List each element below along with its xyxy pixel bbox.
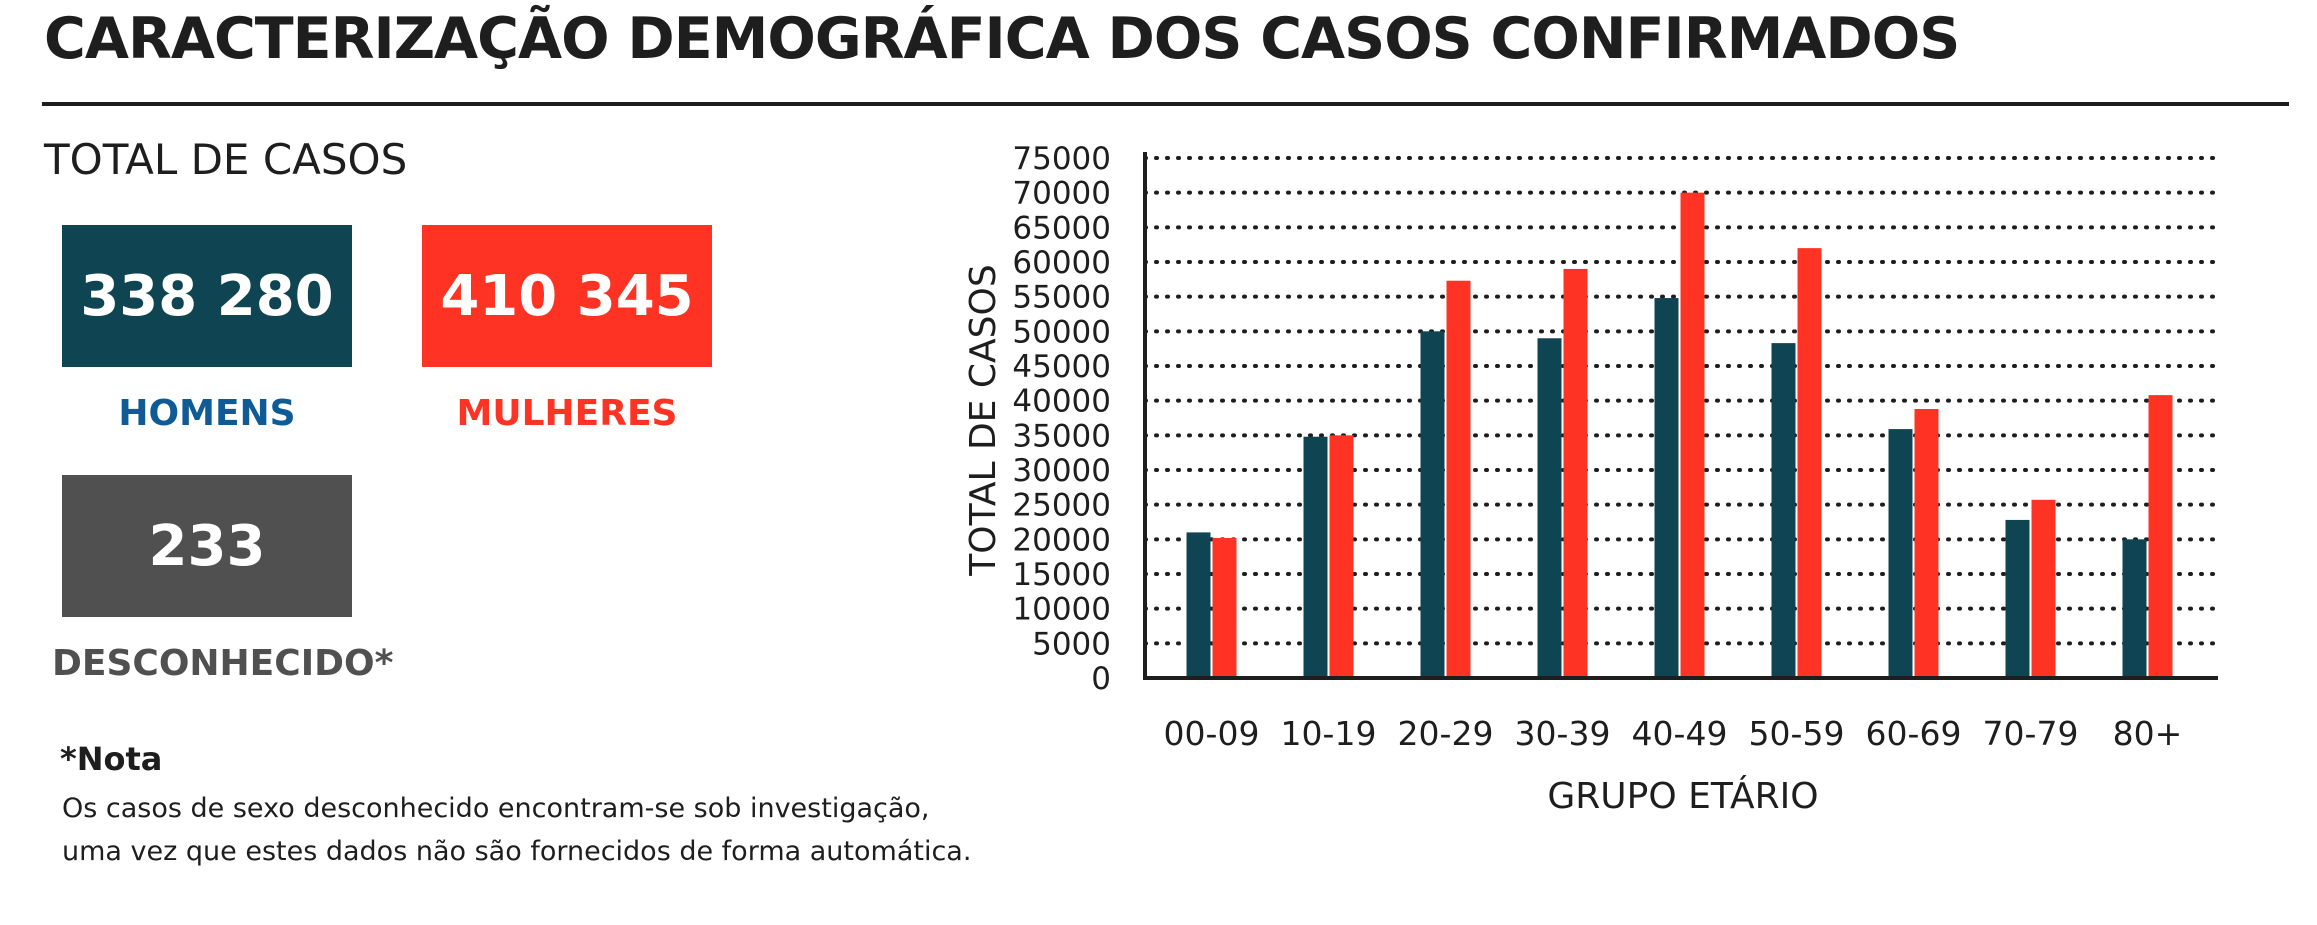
- unknown-total-box: 233: [62, 475, 352, 617]
- total-cases-label: TOTAL DE CASOS: [44, 135, 408, 184]
- page-title: CARACTERIZAÇÃO DEMOGRÁFICA DOS CASOS CON…: [44, 6, 1960, 72]
- bar-men-30-39: [1537, 338, 1562, 678]
- y-tick-label: 25000: [1012, 488, 1111, 524]
- women-total-box: 410 345: [422, 225, 712, 367]
- note-line: Os casos de sexo desconhecido encontram-…: [62, 793, 930, 824]
- x-tick-label: 60-69: [1866, 714, 1962, 753]
- note-line: uma vez que estes dados não são fornecid…: [62, 836, 972, 867]
- x-tick-label: 80+: [2113, 714, 2183, 753]
- axis-labels: 0500010000150002000025000300003500040000…: [963, 141, 2182, 817]
- x-tick-label: 30-39: [1515, 714, 1611, 753]
- bar-women-10-19: [1329, 435, 1354, 678]
- y-tick-label: 5000: [1032, 626, 1111, 662]
- bar-women-20-29: [1446, 280, 1471, 678]
- x-tick-label: 00-09: [1164, 714, 1260, 753]
- y-tick-label: 55000: [1012, 280, 1111, 316]
- y-tick-label: 75000: [1012, 141, 1111, 177]
- bar-women-40-49: [1680, 192, 1705, 678]
- x-tick-label: 50-59: [1749, 714, 1845, 753]
- y-tick-label: 30000: [1012, 453, 1111, 489]
- x-tick-label: 20-29: [1398, 714, 1494, 753]
- x-axis-title: GRUPO ETÁRIO: [1547, 775, 1818, 817]
- y-tick-label: 45000: [1012, 349, 1111, 385]
- bar-men-60-69: [1888, 429, 1913, 678]
- y-tick-label: 20000: [1012, 522, 1111, 558]
- men-total-box: 338 280: [62, 225, 352, 367]
- y-tick-label: 40000: [1012, 384, 1111, 420]
- bar-men-80+: [2122, 539, 2147, 678]
- bar-men-70-79: [2005, 519, 2030, 678]
- note-title: *Nota: [60, 740, 163, 778]
- bar-women-00-09: [1212, 537, 1237, 678]
- x-tick-label: 70-79: [1983, 714, 2079, 753]
- x-tick-label: 10-19: [1281, 714, 1377, 753]
- bar-men-10-19: [1303, 436, 1328, 678]
- bar-women-80+: [2148, 395, 2173, 678]
- bar-men-20-29: [1420, 331, 1445, 678]
- bar-men-00-09: [1186, 532, 1211, 678]
- unknown-total-value: 233: [148, 513, 266, 579]
- y-tick-label: 0: [1091, 661, 1111, 697]
- y-tick-label: 50000: [1012, 314, 1111, 350]
- bar-women-60-69: [1914, 408, 1939, 678]
- unknown-label: DESCONHECIDO*: [52, 643, 394, 684]
- y-tick-label: 65000: [1012, 210, 1111, 246]
- bar-women-70-79: [2031, 499, 2056, 678]
- bar-women-50-59: [1797, 248, 1822, 678]
- women-total-value: 410 345: [440, 263, 694, 329]
- y-axis-title: TOTAL DE CASOS: [963, 264, 1004, 576]
- bar-women-30-39: [1563, 268, 1588, 678]
- bar-men-50-59: [1771, 343, 1796, 678]
- y-tick-label: 60000: [1012, 245, 1111, 281]
- y-tick-label: 15000: [1012, 557, 1111, 593]
- title-divider: [42, 102, 2289, 106]
- men-label: HOMENS: [118, 393, 296, 434]
- y-tick-label: 35000: [1012, 418, 1111, 454]
- y-tick-label: 10000: [1012, 592, 1111, 628]
- bar-men-40-49: [1654, 298, 1679, 678]
- y-tick-label: 70000: [1012, 176, 1111, 212]
- bars: [1186, 192, 2173, 678]
- x-tick-label: 40-49: [1632, 714, 1728, 753]
- women-label: MULHERES: [456, 393, 678, 434]
- men-total-value: 338 280: [80, 263, 334, 329]
- axes: [1143, 152, 2218, 680]
